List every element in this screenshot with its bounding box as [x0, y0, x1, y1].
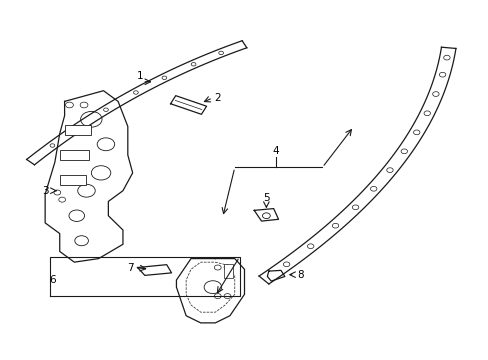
Text: 3: 3 [42, 186, 48, 196]
Polygon shape [45, 91, 132, 262]
Bar [60, 150, 89, 160]
Text: 5: 5 [263, 193, 269, 203]
Bar [64, 125, 91, 135]
Text: 7: 7 [127, 262, 133, 273]
Polygon shape [137, 265, 171, 275]
Polygon shape [26, 41, 246, 165]
Polygon shape [259, 47, 455, 284]
Polygon shape [267, 270, 285, 281]
Bar [60, 175, 86, 185]
Text: 8: 8 [297, 270, 303, 280]
Text: 4: 4 [272, 147, 279, 157]
Text: 2: 2 [214, 93, 221, 103]
Text: 1: 1 [136, 71, 143, 81]
Polygon shape [170, 96, 206, 114]
Polygon shape [176, 258, 244, 323]
Text: 6: 6 [49, 275, 56, 285]
Polygon shape [254, 208, 278, 221]
Bar [224, 264, 232, 278]
